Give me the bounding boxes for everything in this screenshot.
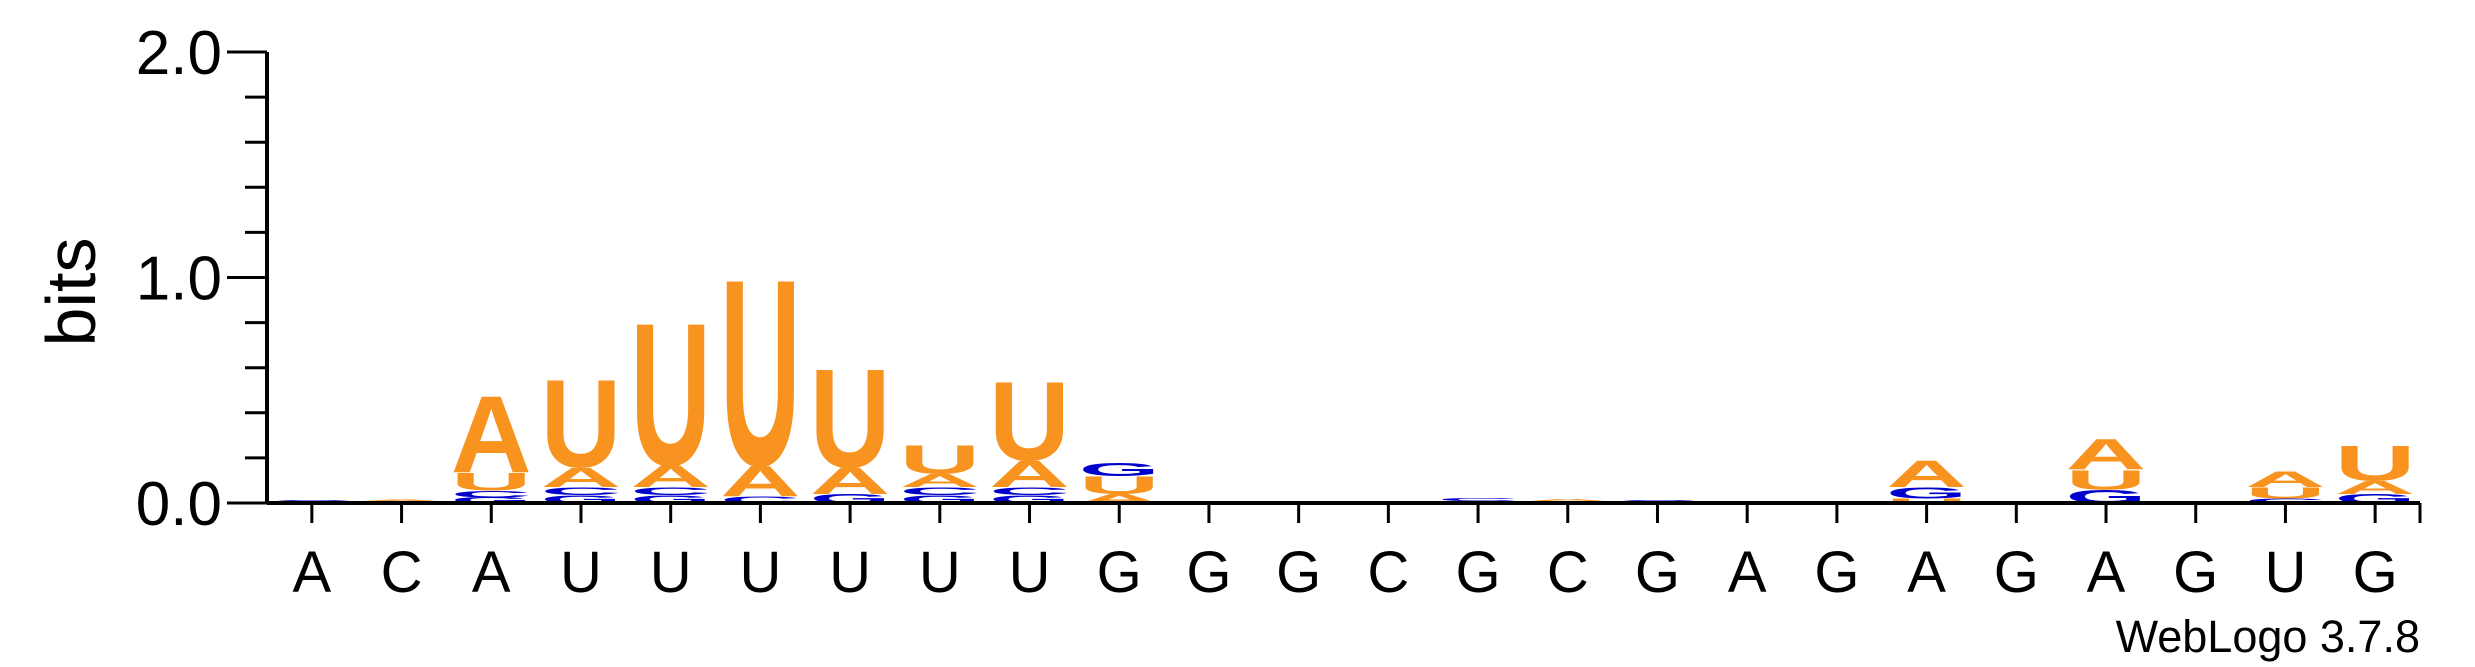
x-tick-label: U [560, 540, 602, 605]
x-tick-label: A [1907, 540, 1946, 605]
logo-glyph-u: U [1079, 472, 1160, 500]
logo-glyph-u: U [720, 225, 801, 522]
logo-glyph-a: A [720, 456, 801, 505]
logo-glyph-a: A [810, 460, 891, 502]
logo-glyph-a: A [451, 375, 532, 497]
logo-glyph-c: C [451, 489, 532, 500]
x-tick-label: G [1456, 540, 1501, 605]
logo-glyph-u: U [2245, 484, 2326, 501]
x-tick-label: A [472, 540, 511, 605]
x-tick-label: U [1009, 540, 1051, 605]
logo-stack: AUG [1079, 459, 1160, 506]
logo-glyph-u: U [899, 437, 980, 482]
x-tick-label: U [650, 540, 692, 605]
y-tick-label: 0.0 [136, 470, 222, 539]
logo-stack: CAU [720, 225, 801, 522]
x-tick-label: G [2353, 540, 2398, 605]
x-tick-label: G [1276, 540, 1321, 605]
logo-glyph-a: A [2335, 477, 2416, 498]
logo-glyph-a: A [630, 459, 711, 494]
x-tick-label: G [1814, 540, 1859, 605]
logo-stack: GUA [2066, 429, 2147, 507]
logo-stack: UGA [1886, 453, 1967, 504]
logo-glyph-a: A [541, 462, 622, 493]
logo-glyph-u: U [630, 280, 711, 508]
logo-glyph-c: C [1438, 496, 1519, 501]
logo-glyph-c: C [541, 485, 622, 497]
x-tick-label: U [829, 540, 871, 605]
logo-glyph-u: U [2066, 464, 2147, 495]
y-tick-label: 2.0 [136, 19, 222, 88]
logo-glyph-c: C [2245, 497, 2326, 504]
logo-glyph-c: C [720, 494, 801, 505]
logo-glyph-a: A [2245, 468, 2326, 492]
logo-glyph-u: U [2335, 436, 2416, 492]
x-tick-label: U [919, 540, 961, 605]
logo-stack: GAU [810, 340, 891, 506]
logo-glyph-c: C [989, 485, 1070, 497]
logo-glyph-u: U [451, 468, 532, 496]
x-tick-label: U [2264, 540, 2306, 605]
logo-glyph-a: A [1527, 498, 1608, 502]
x-tick-label: C [381, 540, 423, 605]
logo-stack: CUA [2245, 468, 2326, 505]
logo-glyph-u: U [989, 358, 1070, 485]
x-tick-label: G [1186, 540, 1231, 605]
y-tick-label: 1.0 [136, 245, 222, 314]
x-tick-label: A [2087, 540, 2126, 605]
logo-stack: GAU [2335, 436, 2416, 506]
x-tick-label: U [739, 540, 781, 605]
x-tick-label: A [1728, 540, 1767, 605]
logo-glyph-u: U [541, 355, 622, 494]
weblogo-credit: WebLogo 3.7.8 [2116, 611, 2420, 662]
x-tick-label: G [2173, 540, 2218, 605]
logo-glyph-u: U [810, 340, 891, 497]
logo-glyph-a: A [989, 453, 1070, 495]
logo-glyph-g: G [451, 496, 532, 505]
logo-glyph-a: A [1886, 453, 1967, 495]
y-axis-label: bits [32, 238, 110, 347]
x-tick-label: C [1367, 540, 1409, 605]
logo-glyph-u: U [1886, 497, 1967, 504]
logo-stacks: CGAGCUAGCAUGCAUCAUGAUGCAUGCAUAUGCACGACUG… [271, 225, 2415, 522]
x-tick-label: G [1097, 540, 1142, 605]
x-tick-label: C [1547, 540, 1589, 605]
logo-glyph-c: C [630, 485, 711, 497]
logo-glyph-g: G [1079, 459, 1160, 480]
x-tick-label: G [1635, 540, 1680, 605]
logo-glyph-c: C [899, 485, 980, 497]
y-axis: 0.0 1.0 2.0 [136, 19, 269, 539]
x-tick-label: A [293, 540, 332, 605]
x-tick-label: G [1994, 540, 2039, 605]
logo-glyph-g: G [1886, 484, 1967, 502]
logo-glyph-a: A [899, 470, 980, 491]
logo-glyph-a: A [361, 499, 442, 501]
logo-glyph-a: A [2066, 429, 2147, 478]
